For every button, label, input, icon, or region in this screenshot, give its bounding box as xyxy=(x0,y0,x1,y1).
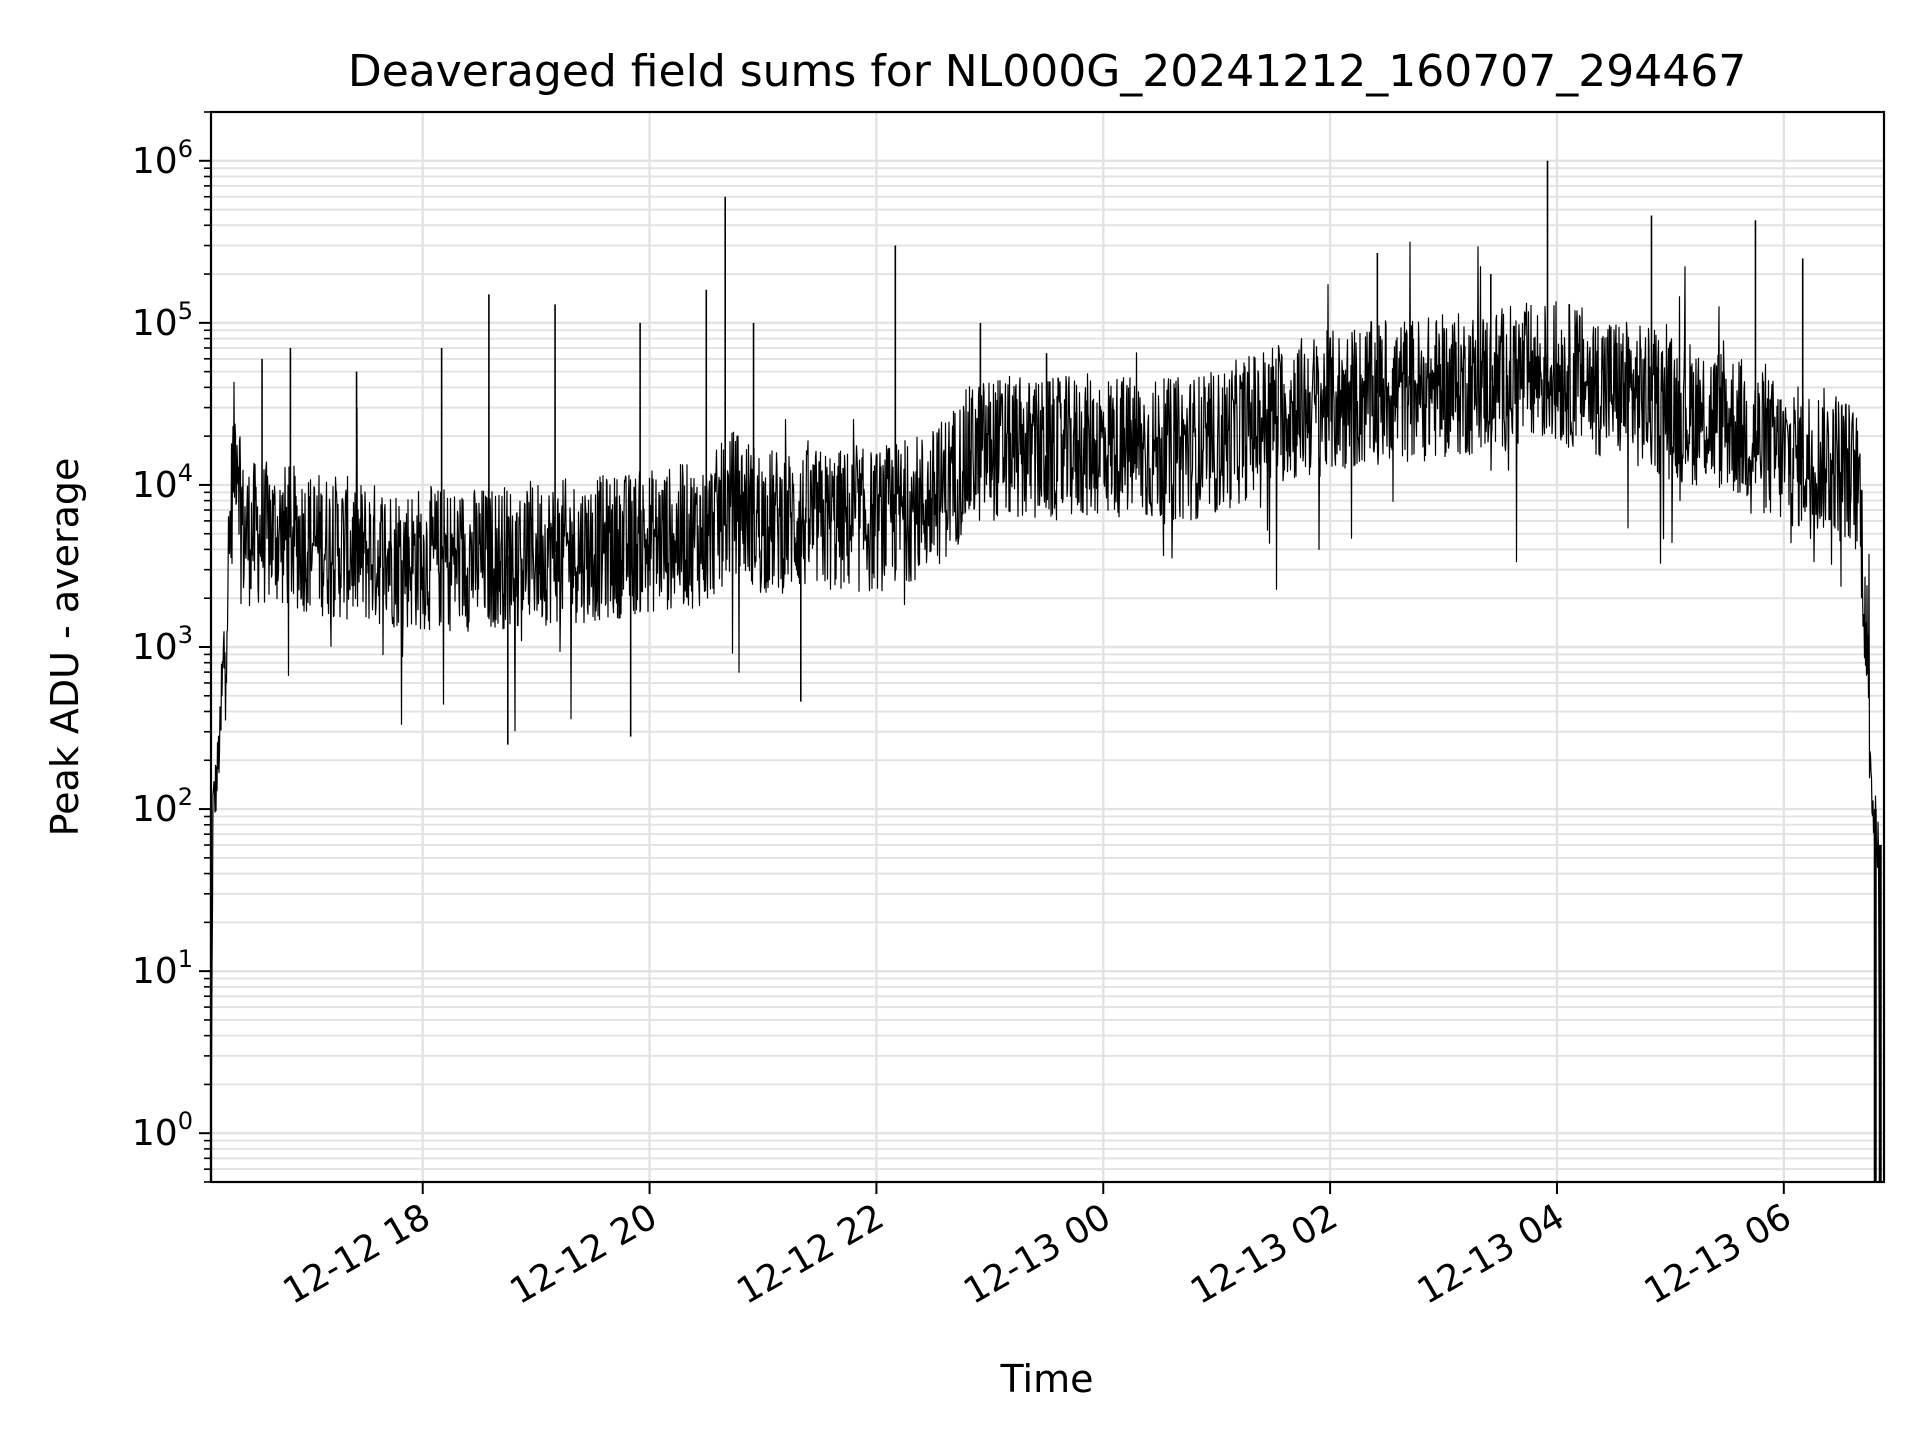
x-axis-label: Time xyxy=(1000,1357,1094,1401)
series-line xyxy=(210,241,1881,1172)
y-axis: 100 101 102 103 104 105 106 xyxy=(132,111,211,1183)
y-tick-label: 104 xyxy=(132,459,193,506)
y-tick-label: 105 xyxy=(132,297,193,344)
y-tick-label: 102 xyxy=(132,783,193,830)
y-tick-label: 100 xyxy=(132,1107,193,1154)
grid xyxy=(211,111,1884,1183)
y-tick-label: 103 xyxy=(132,621,193,668)
chart-title: Deaveraged field sums for NL000G_2024121… xyxy=(348,46,1746,97)
y-tick-label: 106 xyxy=(132,135,193,182)
y-tick-label: 101 xyxy=(132,945,193,992)
y-axis-label: Peak ADU - average xyxy=(43,458,87,837)
